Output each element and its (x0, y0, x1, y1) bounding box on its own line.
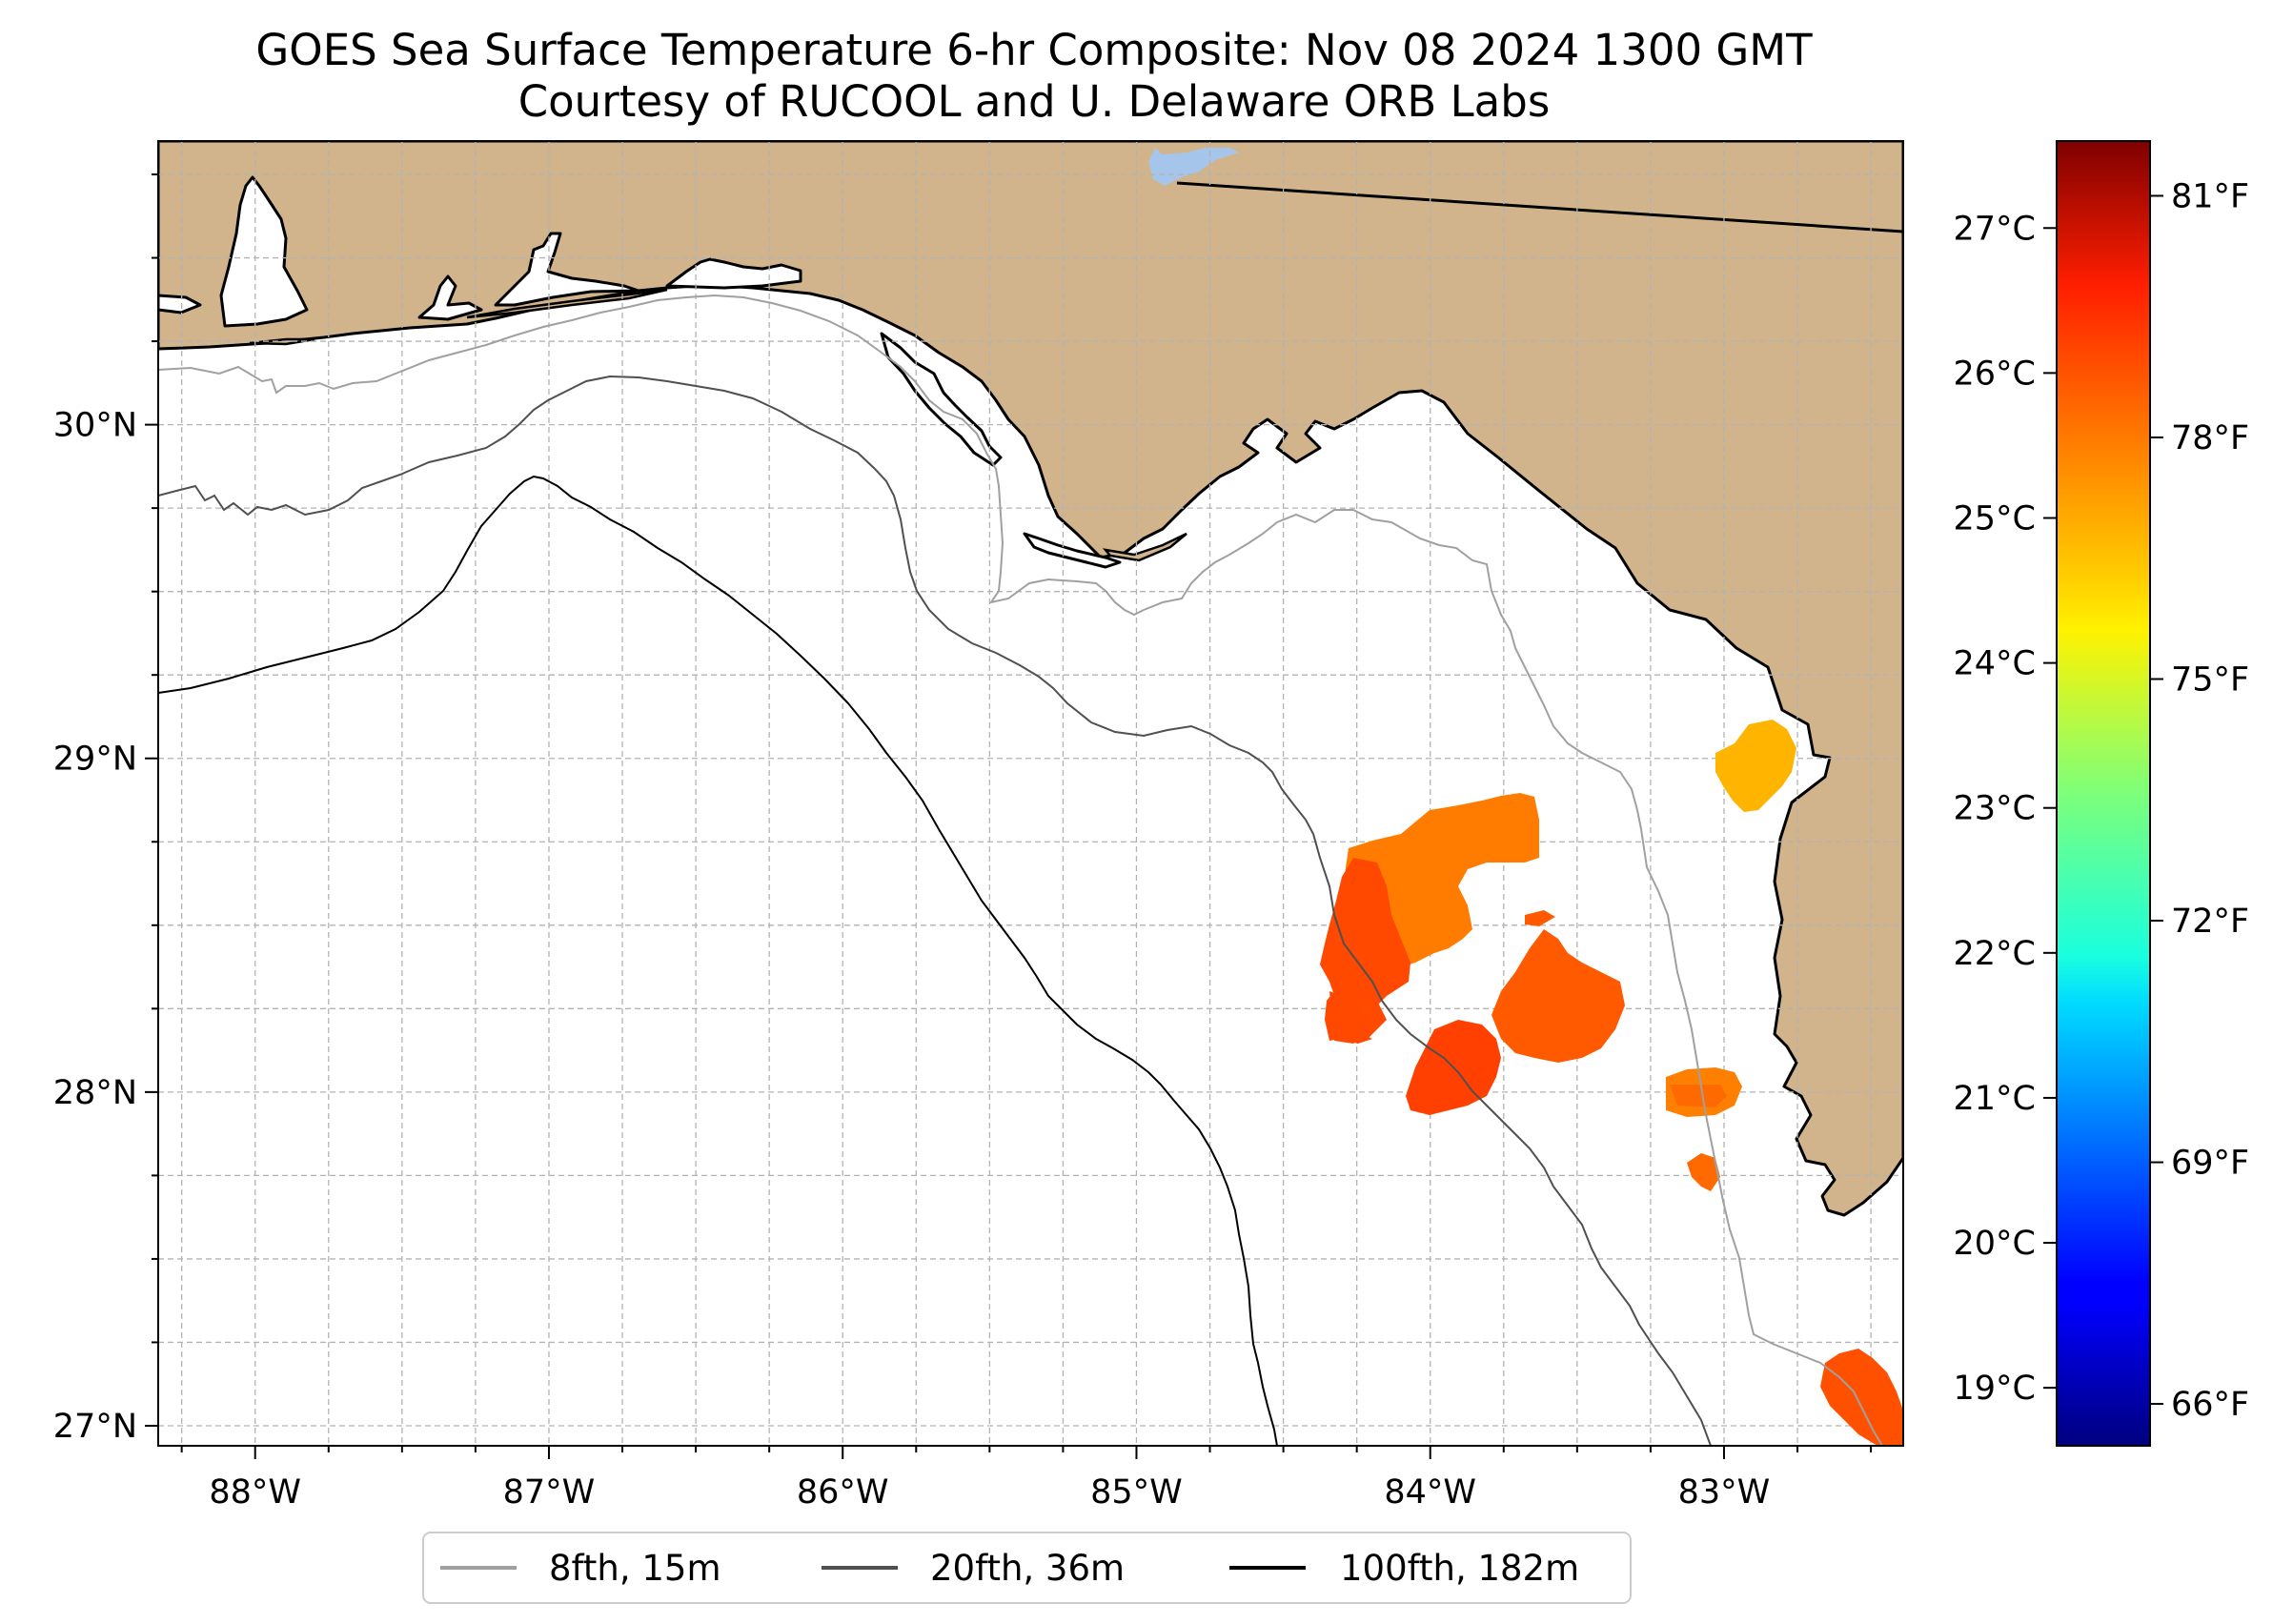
fahrenheit-tick-label: 78°F (2171, 419, 2249, 457)
fahrenheit-tick-label: 66°F (2171, 1386, 2249, 1424)
colorbar-celsius-ticks: 19°C 20°C 21°C 22°C 23°C 24°C 25°C 26°C 27°C (1954, 210, 2057, 1408)
nearshore-small-patch (1670, 1085, 1727, 1107)
celsius-tick-label: 22°C (1954, 935, 2036, 973)
celsius-tick-label: 19°C (1954, 1370, 2036, 1408)
fahrenheit-tick-label: 81°F (2171, 177, 2249, 215)
isobath-36m (158, 375, 1712, 1446)
celsius-tick-label: 23°C (1954, 790, 2036, 828)
lat-tick-label: 29°N (53, 741, 137, 779)
st-andrew-bay (665, 257, 802, 290)
apalachicola-bay (1023, 532, 1122, 569)
colorbar[interactable]: 19°C 20°C 21°C 22°C 23°C 24°C 25°C 26°C 27°C 66°… (1954, 140, 2250, 1447)
lon-ticks: 88°W 87°W 86°W 85°W 84°W 83°W (180, 1446, 1873, 1512)
northeast-nearshore-patch (1715, 720, 1796, 812)
celsius-tick-label: 26°C (1954, 355, 2036, 393)
barrier-islands (249, 288, 1187, 562)
colorbar-gradient (2057, 141, 2150, 1446)
lat-tick-label: 27°N (53, 1408, 137, 1446)
celsius-tick-label: 24°C (1954, 645, 2036, 683)
lon-tick-label: 83°W (1678, 1473, 1771, 1512)
lon-tick-label: 88°W (209, 1473, 301, 1512)
lon-tick-label: 86°W (797, 1473, 889, 1512)
fahrenheit-tick-label: 69°F (2171, 1145, 2249, 1183)
west-strip-patch (1329, 991, 1372, 1044)
lon-tick-label: 84°W (1384, 1473, 1476, 1512)
lake-seminole (1148, 148, 1239, 186)
colorbar-fahrenheit-ticks: 66°F 69°F 72°F 75°F 78°F 81°F (2150, 177, 2249, 1424)
chart-subtitle: Courtesy of RUCOOL and U. Delaware ORB L… (518, 76, 1551, 127)
celsius-tick-label: 27°C (1954, 210, 2036, 248)
legend: 8fth, 15m 20fth, 36m 100fth, 182m (422, 1532, 1632, 1604)
sst-patches (1320, 720, 1903, 1446)
lat-tick-label: 28°N (53, 1074, 137, 1112)
small-east-fleck (1525, 910, 1555, 926)
colorbar-frame (2056, 140, 2151, 1447)
map-frame (157, 140, 1904, 1447)
lon-tick-label: 85°W (1090, 1473, 1183, 1512)
southeast-corner-patch (1820, 1349, 1903, 1446)
chart-title: GOES Sea Surface Temperature 6-hr Compos… (255, 25, 1813, 75)
mobile-bay (219, 175, 309, 328)
isobath-15m (158, 294, 1883, 1446)
barrier-island-2 (466, 288, 668, 319)
isobath-182m (158, 475, 1278, 1446)
lat-ticks: 30°N 29°N 28°N 27°N (53, 173, 158, 1446)
pensacola-bay (417, 274, 483, 321)
legend-label-182m: 100fth, 182m (1340, 1548, 1579, 1589)
nearshore-speck-patch (1687, 1153, 1720, 1191)
legend-label-36m: 20fth, 36m (930, 1548, 1125, 1589)
barrier-island-3 (1102, 532, 1187, 562)
map-panel[interactable] (158, 141, 1903, 1446)
state-border (1176, 181, 1903, 233)
fahrenheit-tick-label: 75°F (2171, 661, 2249, 700)
lon-tick-label: 87°W (503, 1473, 596, 1512)
legend-label-15m: 8fth, 15m (549, 1548, 721, 1589)
choctawhatchee-bay (494, 232, 640, 307)
bays (158, 175, 1122, 569)
gridlines (158, 141, 1903, 1446)
st-joe-bay (880, 332, 1003, 467)
celsius-tick-label: 21°C (1954, 1080, 2036, 1118)
legend-box (422, 1532, 1632, 1604)
celsius-tick-label: 20°C (1954, 1225, 2036, 1263)
offshore-east-patch (1491, 929, 1625, 1063)
celsius-tick-label: 25°C (1954, 499, 2036, 538)
fahrenheit-tick-label: 72°F (2171, 903, 2249, 941)
lat-tick-label: 30°N (53, 407, 137, 445)
